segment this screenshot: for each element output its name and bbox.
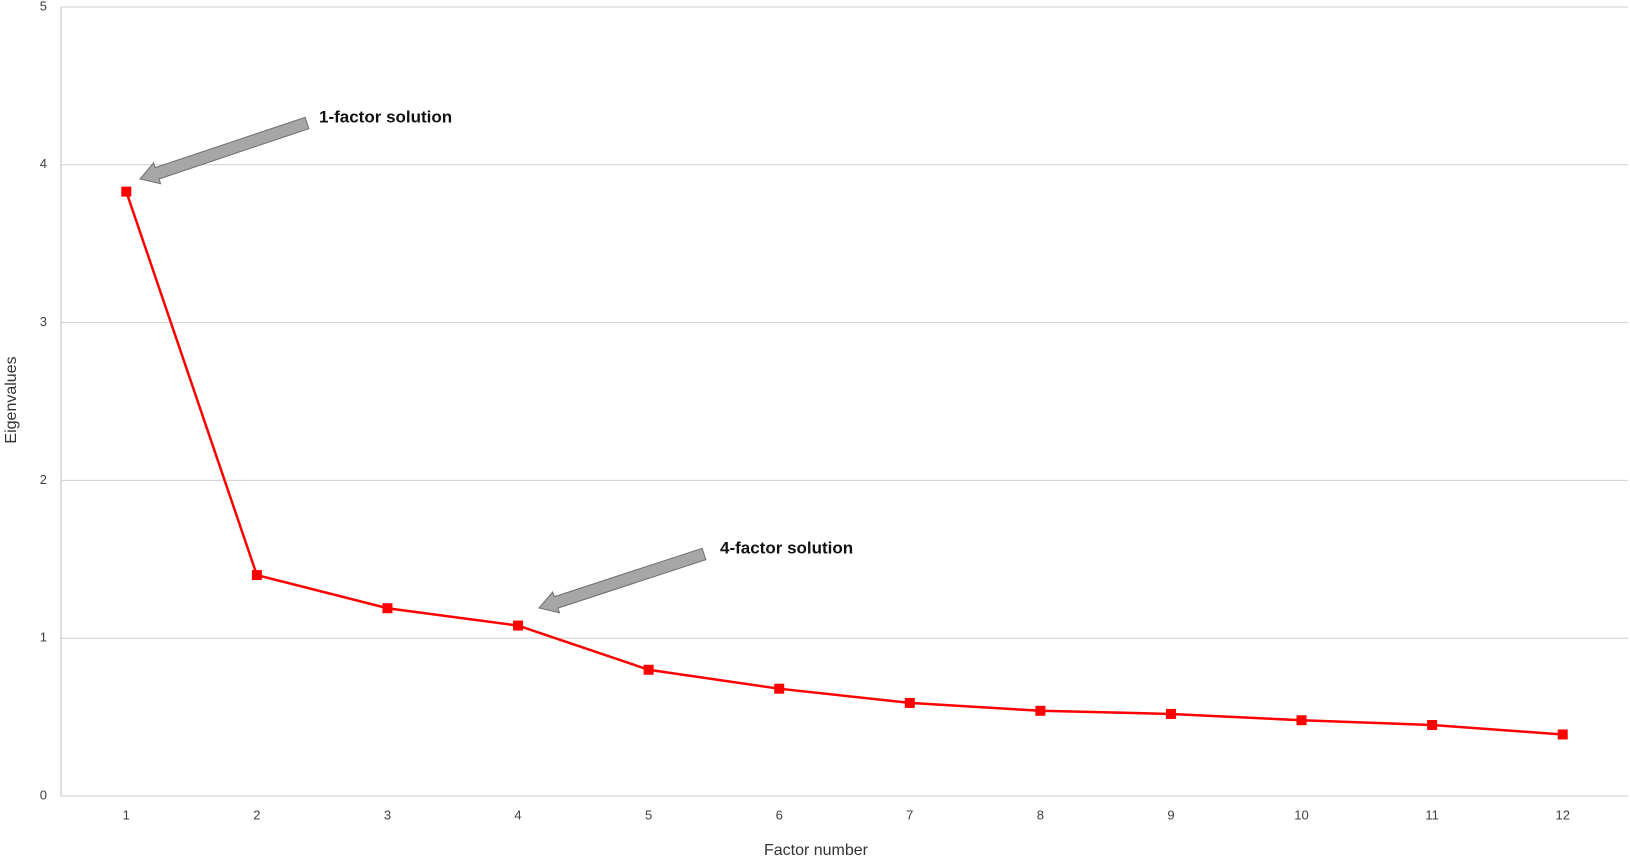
y-axis-title: Eigenvalues [3, 356, 20, 443]
y-tick-label: 1 [40, 630, 47, 645]
data-point [251, 570, 262, 581]
x-tick-label: 7 [906, 807, 913, 822]
annotation-label: 4-factor solution [720, 538, 853, 557]
y-tick-label: 2 [40, 472, 47, 487]
data-line [125, 191, 1563, 736]
data-point [513, 620, 524, 631]
annotation-arrow [538, 547, 707, 614]
data-point [904, 697, 915, 708]
data-point [1035, 705, 1046, 716]
x-tick-label: 5 [645, 807, 652, 822]
x-tick-label: 11 [1425, 807, 1439, 822]
annotation-arrow [139, 116, 310, 185]
x-tick-label: 1 [123, 807, 130, 822]
y-tick-label: 0 [40, 787, 47, 802]
x-tick-label: 12 [1555, 807, 1569, 822]
y-tick-label: 5 [40, 0, 47, 13]
y-tick-label: 4 [40, 156, 47, 171]
data-point [774, 683, 785, 694]
x-tick-label: 4 [514, 807, 521, 822]
data-point [1296, 715, 1307, 726]
x-tick-label: 2 [253, 807, 260, 822]
x-axis-title: Factor number [764, 842, 869, 858]
y-tick-label: 3 [40, 314, 47, 329]
data-point [121, 186, 132, 197]
data-point [643, 664, 654, 675]
x-tick-label: 3 [384, 807, 391, 822]
x-tick-label: 6 [776, 807, 783, 822]
x-tick-label: 10 [1294, 807, 1308, 822]
annotation-label: 1-factor solution [319, 107, 452, 126]
data-point [1427, 719, 1438, 730]
data-point [382, 603, 393, 614]
x-tick-label: 9 [1167, 807, 1174, 822]
x-tick-label: 8 [1037, 807, 1044, 822]
data-point [1557, 729, 1568, 740]
data-point [1165, 708, 1176, 719]
